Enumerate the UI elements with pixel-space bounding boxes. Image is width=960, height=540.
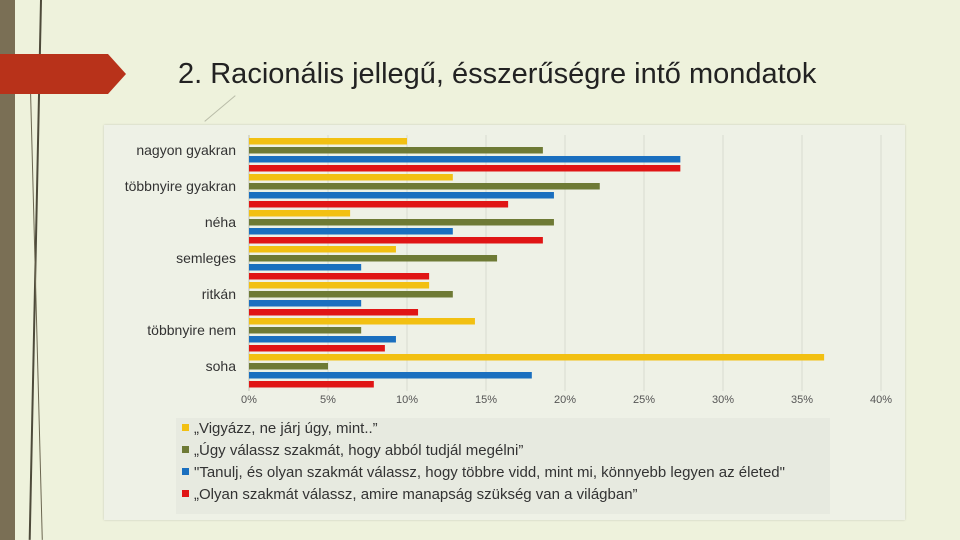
bar	[249, 273, 430, 280]
bar	[249, 381, 374, 388]
bar	[249, 318, 475, 325]
bar	[249, 192, 554, 199]
slide-title: 2. Racionális jellegű, ésszerűségre intő…	[178, 58, 817, 90]
x-tick-label: 5%	[320, 394, 336, 406]
x-tick-label: 30%	[712, 394, 734, 406]
bar	[249, 147, 543, 154]
legend-item: „Olyan szakmát válassz, amire manapság s…	[182, 484, 638, 506]
legend-label: „Olyan szakmát válassz, amire manapság s…	[194, 486, 638, 503]
left-accent-bar	[0, 0, 15, 540]
bar	[249, 174, 453, 181]
bar	[249, 336, 396, 343]
bar	[249, 300, 362, 307]
bar	[249, 156, 681, 163]
x-tick-label: 40%	[870, 394, 892, 406]
x-tick-label: 20%	[554, 394, 576, 406]
legend-swatch	[182, 489, 189, 497]
category-label: nagyon gyakran	[136, 142, 236, 158]
x-tick-label: 35%	[791, 394, 813, 406]
category-label: soha	[206, 358, 237, 374]
bar	[249, 237, 543, 244]
legend-label: "Tanulj, és olyan szakmát válassz, hogy …	[194, 464, 785, 481]
legend-label: „Úgy válassz szakmát, hogy abból tudjál …	[194, 442, 524, 459]
bar	[249, 264, 362, 271]
bar	[249, 327, 362, 334]
bar	[249, 363, 328, 370]
legend-item: „Úgy válassz szakmát, hogy abból tudjál …	[182, 440, 523, 462]
legend-swatch	[182, 467, 189, 475]
legend-label: „Vigyázz, ne járj úgy, mint..”	[194, 420, 378, 437]
category-label: néha	[205, 214, 236, 230]
bar	[249, 291, 453, 298]
legend-item: „Vigyázz, ne járj úgy, mint..”	[182, 418, 378, 440]
chart-legend: „Vigyázz, ne járj úgy, mint..” „Úgy válas…	[176, 418, 830, 514]
bar	[249, 138, 407, 145]
bar	[249, 255, 498, 262]
legend-swatch	[182, 423, 189, 431]
bar	[249, 210, 351, 217]
bar	[249, 219, 554, 226]
category-label: többnyire gyakran	[125, 178, 236, 194]
bar-chart: 0% 5% 10% 15% 20% 25% 30% 35% 40% nagyon gyakran t…	[125, 135, 892, 406]
x-tick-label: 0%	[241, 394, 257, 406]
category-label: többnyire nem	[147, 322, 236, 338]
x-tick-label: 15%	[475, 394, 497, 406]
x-tick-label: 10%	[396, 394, 418, 406]
bar	[249, 165, 681, 172]
decorative-tick	[204, 95, 236, 122]
bar	[249, 201, 509, 208]
title-arrow-shape	[0, 54, 126, 94]
category-label: semleges	[176, 250, 236, 266]
bar	[249, 183, 600, 190]
legend-item: "Tanulj, és olyan szakmát válassz, hogy …	[182, 462, 785, 484]
bar	[249, 282, 430, 289]
bar	[249, 345, 385, 352]
x-tick-label: 25%	[633, 394, 655, 406]
bar	[249, 372, 532, 379]
category-label: ritkán	[202, 286, 236, 302]
bar	[249, 354, 825, 361]
legend-swatch	[182, 445, 189, 453]
bar	[249, 309, 419, 316]
bar	[249, 246, 396, 253]
bar	[249, 228, 453, 235]
